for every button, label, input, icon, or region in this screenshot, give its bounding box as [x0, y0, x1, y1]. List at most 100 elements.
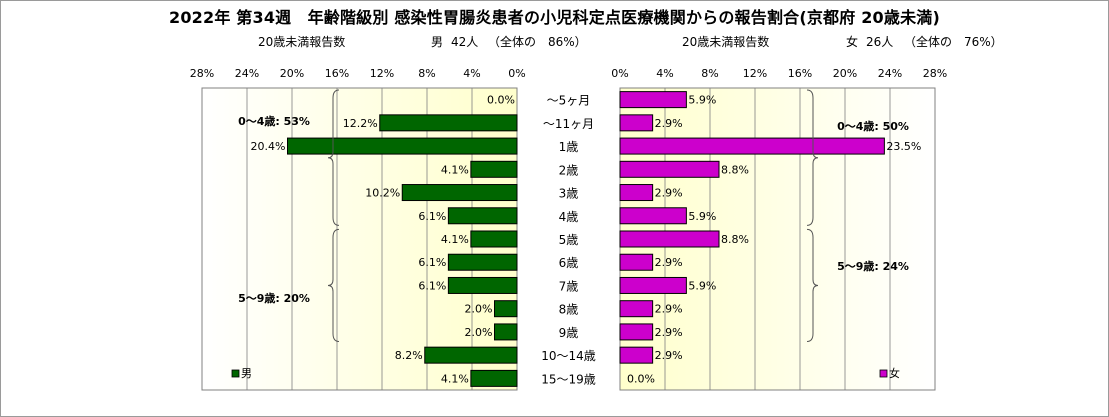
male-bar — [424, 346, 518, 364]
female-bar — [619, 91, 687, 109]
category-label: 10～14歳 — [541, 349, 596, 363]
male-group-brace — [327, 228, 340, 343]
male-bar — [470, 160, 518, 178]
female-group-label: 5～9歳: 24% — [837, 259, 909, 273]
category-label: ～5ヶ月 — [547, 94, 591, 108]
right-header-label: 20歳未満報告数 — [682, 35, 770, 49]
male-bar — [287, 137, 518, 155]
female-bar — [619, 230, 720, 248]
male-bar — [379, 114, 518, 132]
left-header-count: 42人 — [451, 35, 479, 49]
category-label: 8歳 — [559, 303, 579, 317]
female-legend-label: 女 — [889, 366, 900, 380]
male-group-label: 5～9歳: 20% — [238, 291, 310, 305]
male-bar — [470, 230, 518, 248]
male-value-label: 4.1% — [441, 163, 469, 176]
female-group-brace — [806, 228, 819, 343]
male-bar — [401, 184, 518, 202]
female-value-label: 5.9% — [688, 94, 716, 107]
right-x-tick-label: 28% — [923, 67, 947, 80]
male-bar — [447, 207, 518, 225]
male-value-label: 20.4% — [251, 140, 286, 153]
male-bar — [494, 323, 518, 341]
male-value-label: 6.1% — [418, 210, 446, 223]
female-bar — [619, 253, 654, 271]
category-label: ～11ヶ月 — [543, 117, 594, 131]
left-x-tick-label: 4% — [463, 67, 480, 80]
left-x-tick-label: 12% — [370, 67, 394, 80]
category-label: 5歳 — [559, 233, 579, 247]
male-bar — [447, 253, 518, 271]
female-value-label: 2.9% — [655, 349, 683, 362]
female-value-label: 5.9% — [688, 279, 716, 292]
male-value-label: 6.1% — [418, 279, 446, 292]
female-bar — [619, 300, 654, 318]
female-value-label: 23.5% — [886, 140, 921, 153]
category-label: 1歳 — [559, 140, 579, 154]
female-bar — [619, 184, 654, 202]
left-x-tick-label: 20% — [280, 67, 304, 80]
right-x-tick-label: 4% — [656, 67, 673, 80]
left-x-tick-label: 8% — [418, 67, 435, 80]
male-value-label: 0.0% — [487, 94, 515, 107]
female-group-label: 0～4歳: 50% — [837, 119, 909, 133]
right-x-tick-label: 24% — [878, 67, 902, 80]
category-label: 7歳 — [559, 279, 579, 293]
female-bar — [619, 160, 720, 178]
male-value-label: 2.0% — [465, 326, 493, 339]
right-x-tick-label: 8% — [701, 67, 718, 80]
category-label: 2歳 — [559, 163, 579, 177]
category-label: 9歳 — [559, 326, 579, 340]
female-value-label: 5.9% — [688, 210, 716, 223]
female-value-label: 8.8% — [721, 233, 749, 246]
male-value-label: 4.1% — [441, 233, 469, 246]
left-x-tick-label: 16% — [325, 67, 349, 80]
category-label: 15～19歳 — [541, 372, 596, 386]
male-value-label: 8.2% — [395, 349, 423, 362]
right-x-tick-label: 16% — [788, 67, 812, 80]
female-bar — [619, 346, 654, 364]
female-value-label: 2.9% — [655, 256, 683, 269]
male-bar — [470, 369, 518, 387]
male-bar — [494, 300, 518, 318]
female-bar — [619, 323, 654, 341]
female-value-label: 8.8% — [721, 163, 749, 176]
male-group-label: 0～4歳: 53% — [238, 114, 310, 128]
right-x-tick-label: 12% — [743, 67, 767, 80]
female-value-label: 2.9% — [655, 187, 683, 200]
male-group-brace — [327, 89, 340, 226]
female-value-label: 2.9% — [655, 117, 683, 130]
left-x-tick-label: 24% — [235, 67, 259, 80]
chart-title: 2022年 第34週 年齢階級別 感染性胃腸炎患者の小児科定点医療機関からの報告… — [169, 8, 940, 27]
left-plot-area — [201, 87, 518, 391]
male-value-label: 2.0% — [465, 303, 493, 316]
category-label: 4歳 — [559, 210, 579, 224]
category-label: 3歳 — [559, 187, 579, 201]
male-legend-label: 男 — [241, 367, 252, 380]
left-x-tick-label: 0% — [508, 67, 525, 80]
female-value-label: 2.9% — [655, 326, 683, 339]
male-value-label: 6.1% — [418, 256, 446, 269]
male-value-label: 4.1% — [441, 372, 469, 385]
female-value-label: 2.9% — [655, 303, 683, 316]
right-x-tick-label: 0% — [611, 67, 628, 80]
right-x-tick-label: 20% — [833, 67, 857, 80]
right-header-share: （全体の 76%） — [904, 35, 1003, 49]
female-bar — [619, 137, 885, 155]
male-value-label: 12.2% — [343, 117, 378, 130]
category-label: 6歳 — [559, 256, 579, 270]
male-bar — [447, 276, 518, 294]
left-x-tick-label: 28% — [190, 67, 214, 80]
left-header-share: （全体の 86%） — [488, 35, 587, 49]
left-header-sex: 男 — [431, 35, 444, 49]
female-bar — [619, 207, 687, 225]
female-value-label: 0.0% — [627, 372, 655, 385]
female-bar — [619, 114, 654, 132]
male-value-label: 10.2% — [365, 187, 400, 200]
female-group-brace — [806, 89, 819, 226]
female-bar — [619, 276, 687, 294]
female-legend-swatch — [879, 369, 888, 378]
right-header-sex: 女 — [846, 35, 859, 49]
right-header-count: 26人 — [866, 35, 894, 49]
